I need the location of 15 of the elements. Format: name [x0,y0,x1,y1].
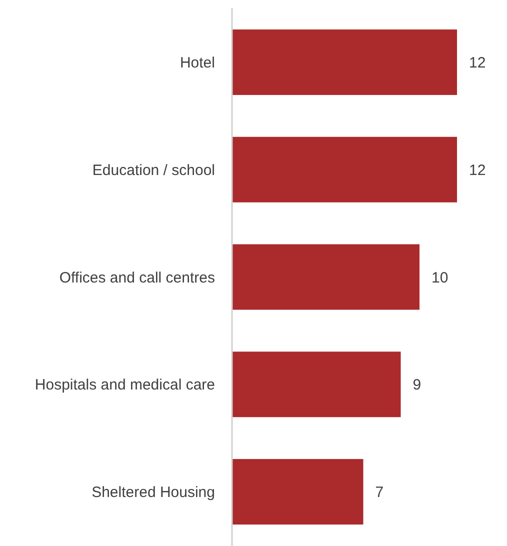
data-label: 9 [412,376,422,394]
bar [232,352,401,418]
y-tick-label: Sheltered Housing [92,484,215,502]
y-tick-label: Education / school [92,162,215,179]
data-label: 7 [375,484,384,502]
y-tick-label: Hotel [180,54,215,72]
bar [232,29,457,95]
data-label: 12 [469,54,486,72]
bar [232,459,364,525]
y-tick-label: Offices and call centres [59,269,215,286]
bar [232,244,420,310]
data-label: 12 [469,162,486,179]
y-tick-label: Hospitals and medical care [34,376,215,394]
bar [232,136,457,202]
data-label: 10 [432,269,448,286]
